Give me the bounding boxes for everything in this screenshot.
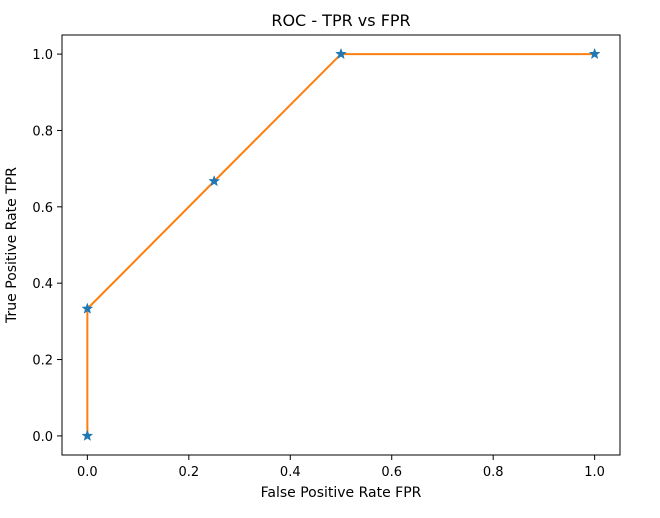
x-tick-label: 0.0 [77, 465, 98, 480]
roc-curve-line [86, 53, 595, 436]
y-tick-label: 0.6 [32, 201, 53, 216]
x-tick-label: 1.0 [584, 465, 605, 480]
y-axis: 0.0 0.2 0.4 0.6 0.8 1.0 [32, 48, 62, 445]
roc-point-marker [588, 47, 601, 60]
y-tick-label: 0.4 [32, 277, 53, 292]
plot-area [81, 47, 601, 441]
axes-frame [61, 34, 621, 456]
y-tick-label: 1.0 [32, 48, 53, 63]
chart-title: ROC - TPR vs FPR [271, 11, 410, 30]
roc-point-marker [208, 175, 221, 187]
y-tick-label: 0.8 [32, 124, 53, 139]
y-tick-label: 0.0 [32, 430, 53, 445]
roc-point-marker [81, 302, 94, 314]
y-axis-label: True Positive Rate TPR [4, 167, 20, 324]
x-tick-label: 0.4 [280, 465, 301, 480]
x-tick-label: 0.2 [178, 465, 199, 480]
x-axis-label: False Positive Rate FPR [261, 485, 422, 501]
x-tick-label: 0.6 [381, 465, 402, 480]
x-tick-label: 0.8 [483, 465, 504, 480]
roc-point-marker [335, 47, 347, 60]
x-axis: 0.0 0.2 0.4 0.6 0.8 1.0 [77, 455, 605, 480]
y-tick-label: 0.2 [32, 354, 53, 369]
roc-point-marker [81, 429, 94, 441]
